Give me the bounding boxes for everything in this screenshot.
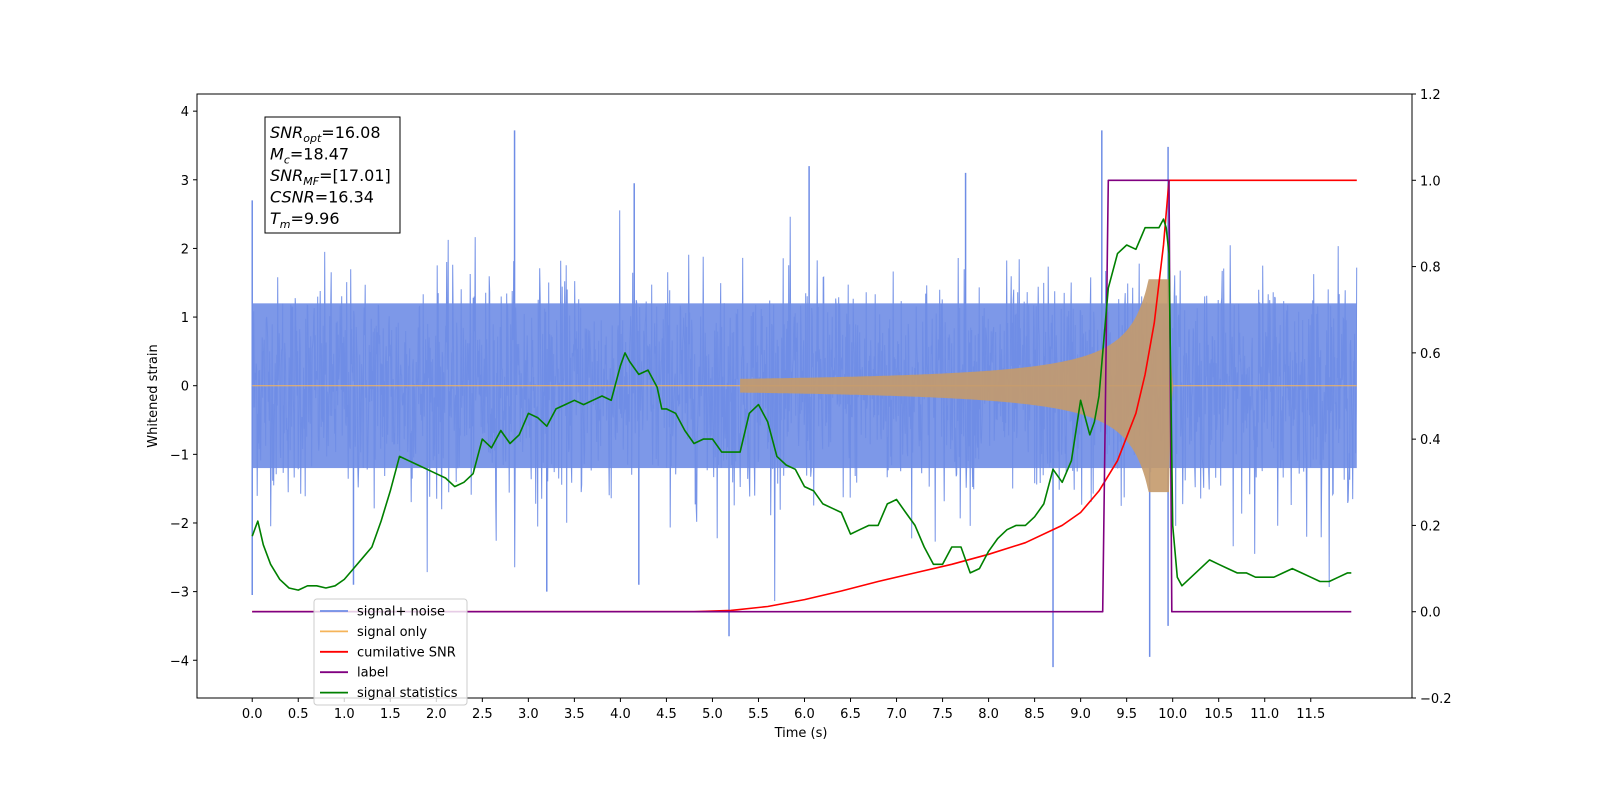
signal-only-chirp: [740, 279, 1169, 493]
annotation-line: SNRopt=16.08: [270, 123, 381, 145]
lines-layer: [251, 179, 1357, 613]
x-tick-label: 11.0: [1250, 707, 1279, 722]
x-tick-label: 5.0: [702, 707, 723, 722]
y-left-tick-label: 0: [181, 380, 189, 395]
x-tick-label: 3.0: [518, 707, 539, 722]
x-tick-label: 4.0: [610, 707, 631, 722]
annotation-box-frame: [264, 116, 401, 234]
y-right-axis-ticks: −0.2 0.0 0.2 0.4 0.6 0.8 1.0 1.2: [1412, 88, 1452, 707]
x-tick-label: 2.0: [426, 707, 447, 722]
x-tick-label: 11.5: [1296, 707, 1325, 722]
legend-label: cumilative SNR: [357, 645, 456, 660]
label-line: [252, 179, 1352, 613]
y-left-tick-label: 4: [181, 105, 189, 120]
y-left-tick-label: −1: [170, 448, 189, 463]
x-tick-label: 9.5: [1116, 707, 1137, 722]
y-left-tick-label: −4: [170, 654, 189, 669]
legend-frame: [313, 598, 468, 706]
x-tick-label: 2.5: [472, 707, 493, 722]
y-right-tick-label: 0.2: [1420, 519, 1441, 534]
x-tick-label: 1.0: [334, 707, 355, 722]
y-left-tick-label: −2: [170, 517, 189, 532]
x-axis-label: Time (s): [774, 726, 828, 741]
annotation-line: Tm=9.96: [270, 209, 340, 231]
x-tick-label: 0.5: [288, 707, 309, 722]
legend-label: signal only: [357, 625, 427, 640]
legend: signal+ noise signal only cumilative SNR la…: [313, 598, 468, 706]
y-axis-label-left: Whitened strain: [146, 344, 161, 447]
annotation-line: Mc=18.47: [270, 145, 349, 167]
x-tick-label: 1.5: [380, 707, 401, 722]
legend-label: signal+ noise: [357, 605, 445, 620]
y-right-tick-label: −0.2: [1420, 692, 1452, 707]
cumulative-snr-line: [252, 179, 1357, 613]
x-tick-label: 7.5: [932, 707, 953, 722]
x-tick-label: 8.5: [1024, 707, 1045, 722]
x-tick-label: 0.0: [242, 707, 263, 722]
annotation-line: CSNR=16.34: [270, 188, 374, 207]
legend-label: signal statistics: [357, 686, 458, 701]
x-tick-label: 4.5: [656, 707, 677, 722]
plot-area: [251, 130, 1358, 668]
y-right-tick-label: 0.8: [1420, 261, 1441, 276]
y-right-tick-label: 0.4: [1420, 433, 1441, 448]
x-tick-label: 10.5: [1204, 707, 1233, 722]
legend-label: label: [357, 666, 388, 681]
x-tick-label: 10.0: [1158, 707, 1187, 722]
y-left-tick-label: −3: [170, 586, 189, 601]
x-tick-label: 3.5: [564, 707, 585, 722]
y-right-tick-label: 0.6: [1420, 347, 1441, 362]
y-left-axis-ticks: −4 −3 −2 −1 0 1 2 3 4: [170, 105, 197, 669]
x-tick-label: 5.5: [748, 707, 769, 722]
x-tick-label: 6.5: [840, 707, 861, 722]
y-right-tick-label: 0.0: [1420, 606, 1441, 621]
y-right-tick-label: 1.0: [1420, 174, 1441, 189]
x-tick-label: 6.0: [794, 707, 815, 722]
x-axis-ticks: 0.0 0.5 1.0 1.5 2.0 2.5 3.0 3.5 4.0 4.5 5.0 5.5 6.0 6…: [242, 698, 1325, 722]
x-tick-label: 9.0: [1070, 707, 1091, 722]
x-tick-label: 7.0: [886, 707, 907, 722]
annotation-line: SNRMF=[17.01]: [270, 166, 391, 188]
y-right-tick-label: 1.2: [1420, 88, 1441, 103]
x-tick-label: 8.0: [978, 707, 999, 722]
signal-statistics-line: [251, 218, 1352, 591]
y-left-tick-label: 3: [181, 174, 189, 189]
y-left-tick-label: 2: [181, 242, 189, 257]
annotation-box: SNRopt=16.08Mc=18.47SNRMF=[17.01]CSNR=16…: [264, 116, 401, 234]
y-left-tick-label: 1: [181, 311, 189, 326]
